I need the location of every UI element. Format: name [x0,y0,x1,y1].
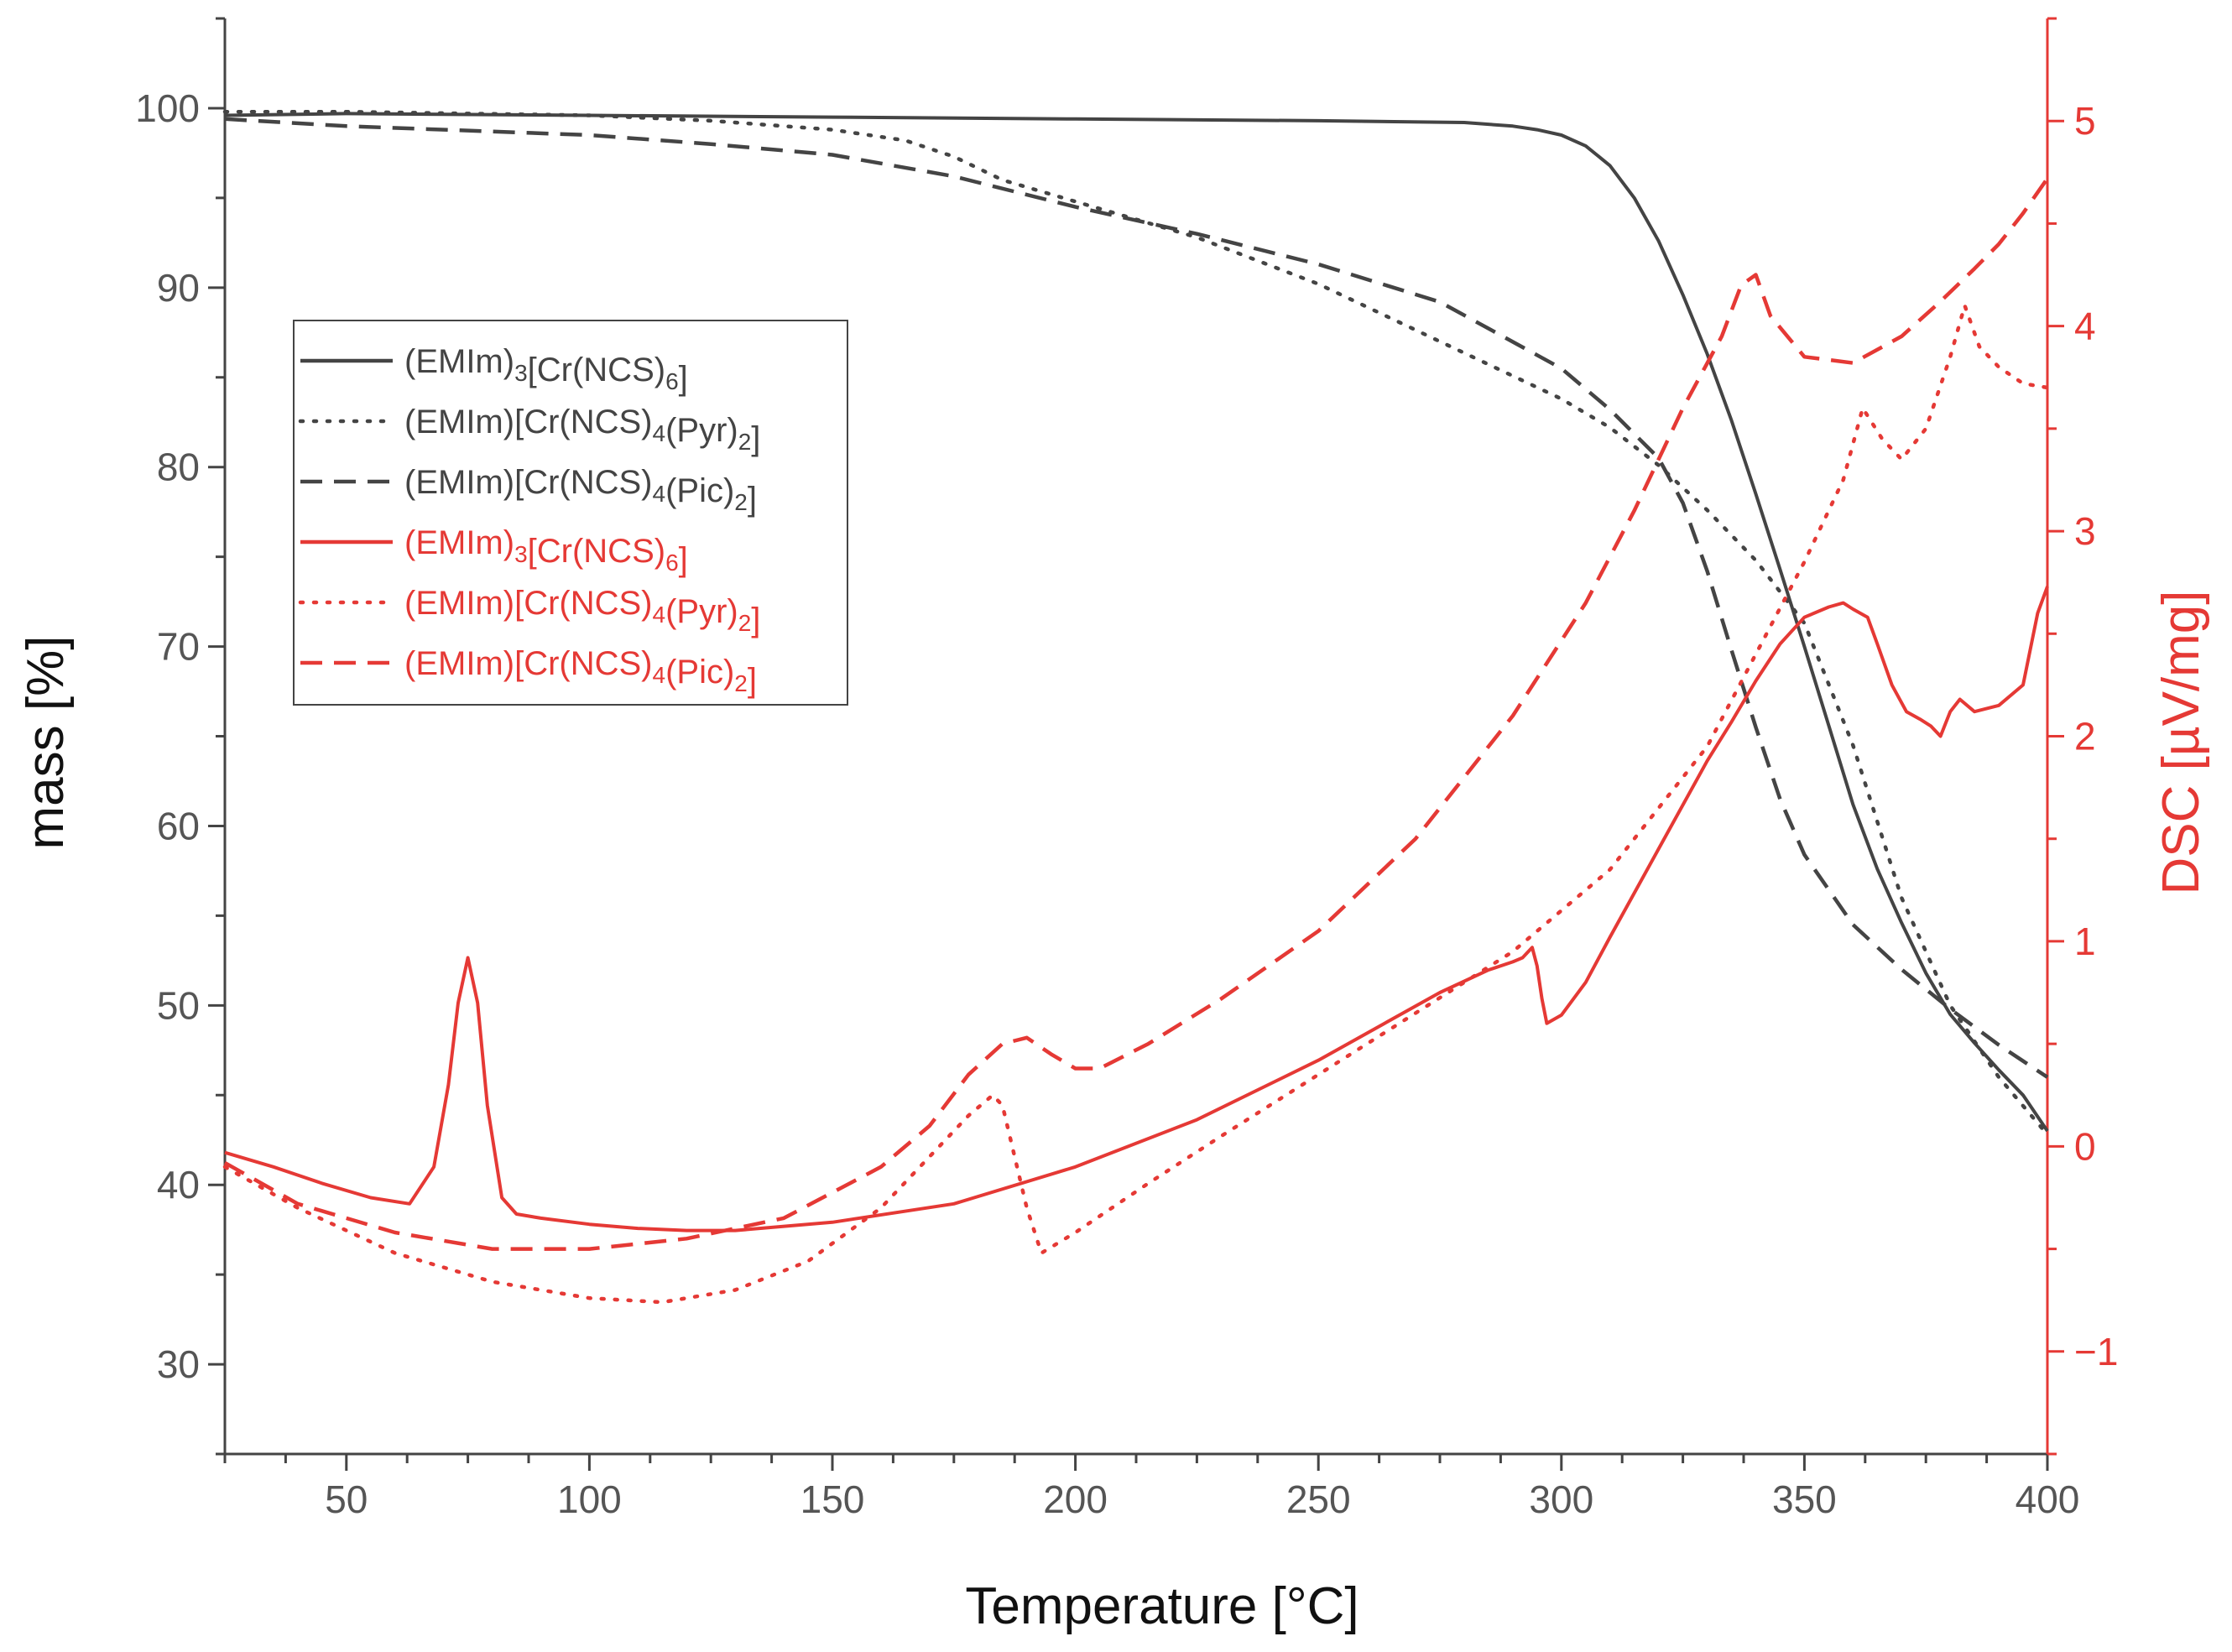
legend-text-part: (Pic) [665,654,734,691]
legend-text-part: (EMIm)[Cr(NCS) [404,404,653,440]
y2-tick-label: −1 [2074,1330,2118,1373]
legend-entry-1: (EMIm)3[Cr(NCS)6] [404,343,688,397]
legend-text-part: (EMIm) [404,524,514,561]
legend-text-part: ] [748,481,757,518]
y-tick-label: 100 [135,86,200,130]
legend-subscript: 4 [653,481,666,507]
legend-subscript: 2 [734,489,748,515]
tga-series-line-1 [224,112,2049,1133]
dsc-series-line-6 [223,177,2049,1251]
legend-text-part: (Pyr) [665,412,738,449]
tga-series-line-3 [224,117,2049,1079]
legend-text-part: (EMIm) [404,343,514,380]
legend-subscript: 4 [653,662,666,688]
left-y-axis-title: mass [%] [17,636,75,850]
legend-entry-5: (EMIm)[Cr(NCS)4(Pyr)2] [404,585,760,638]
x-tick-label: 200 [1043,1477,1108,1521]
y2-tick-label: 1 [2074,920,2096,963]
legend-entry-3: (EMIm)[Cr(NCS)4(Pic)2] [404,464,757,518]
y-tick-label: 50 [157,983,200,1027]
legend-text-part: ] [679,541,688,578]
x-tick-label: 150 [800,1477,865,1521]
legend-text-part: [Cr(NCS) [528,533,665,570]
y-tick-label: 70 [157,625,200,669]
x-axis-ticks: 50 100 150 200 250 300 350 400 [223,1454,2080,1521]
x-tick-label: 250 [1286,1477,1351,1521]
legend-subscript: 6 [665,550,679,576]
legend-subscript: 4 [653,420,666,446]
legend-text-part: (EMIm)[Cr(NCS) [404,464,653,501]
dsc-series-line-5 [222,303,2050,1305]
legend-text-part: (EMIm)[Cr(NCS) [404,645,653,682]
legend-subscript: 6 [665,368,679,394]
legend-text-part: (Pyr) [665,593,738,630]
y2-tick-label: 5 [2074,99,2096,143]
dsc-series-line-4 [224,586,2049,1232]
y-tick-label: 40 [157,1163,200,1206]
legend-text-part: (EMIm)[Cr(NCS) [404,585,653,622]
legend-text-part: [Cr(NCS) [528,352,665,388]
legend-subscript: 4 [653,602,666,628]
legend-text-part: ] [748,662,757,699]
legend-subscript: 2 [738,429,752,455]
y2-tick-label: 3 [2074,509,2096,553]
legend: (EMIm)3[Cr(NCS)6](EMIm)[Cr(NCS)4(Pyr)2](… [293,320,848,706]
legend-subscript: 3 [514,541,528,567]
tga-series-line-2 [222,109,2050,1137]
right-y-axis-title: DSC [µV/mg] [2152,590,2210,894]
x-tick-label: 100 [557,1477,622,1521]
legend-subscript: 2 [738,610,752,636]
y2-tick-label: 0 [2074,1124,2096,1168]
legend-subscript: 3 [514,360,528,386]
legend-subscript: 2 [734,670,748,696]
legend-text-part: ] [679,360,688,397]
x-axis-title: Temperature [°C] [965,1577,1358,1635]
legend-text-part: (Pic) [665,472,734,509]
x-tick-label: 300 [1529,1477,1593,1521]
y-tick-label: 30 [157,1342,200,1386]
x-tick-label: 350 [1772,1477,1837,1521]
x-tick-label: 50 [325,1477,368,1521]
legend-box [293,320,848,706]
series-layer [222,109,2050,1305]
legend-entry-2: (EMIm)[Cr(NCS)4(Pyr)2] [404,404,760,457]
left-y-axis-ticks: 30 40 50 60 70 80 90 100 [135,17,225,1456]
y-tick-label: 90 [157,266,200,310]
legend-entry-6: (EMIm)[Cr(NCS)4(Pic)2] [404,645,757,699]
plot-frame [223,18,2049,1456]
x-tick-label: 400 [2016,1477,2080,1521]
legend-text-part: ] [751,602,760,638]
right-y-axis-ticks: −1 0 1 2 3 4 5 [2047,17,2118,1456]
legend-entry-4: (EMIm)3[Cr(NCS)6] [404,524,688,578]
y2-tick-label: 2 [2074,715,2096,758]
y-tick-label: 80 [157,446,200,489]
y2-tick-label: 4 [2074,305,2096,348]
y-tick-label: 60 [157,804,200,847]
legend-text-part: ] [751,420,760,457]
